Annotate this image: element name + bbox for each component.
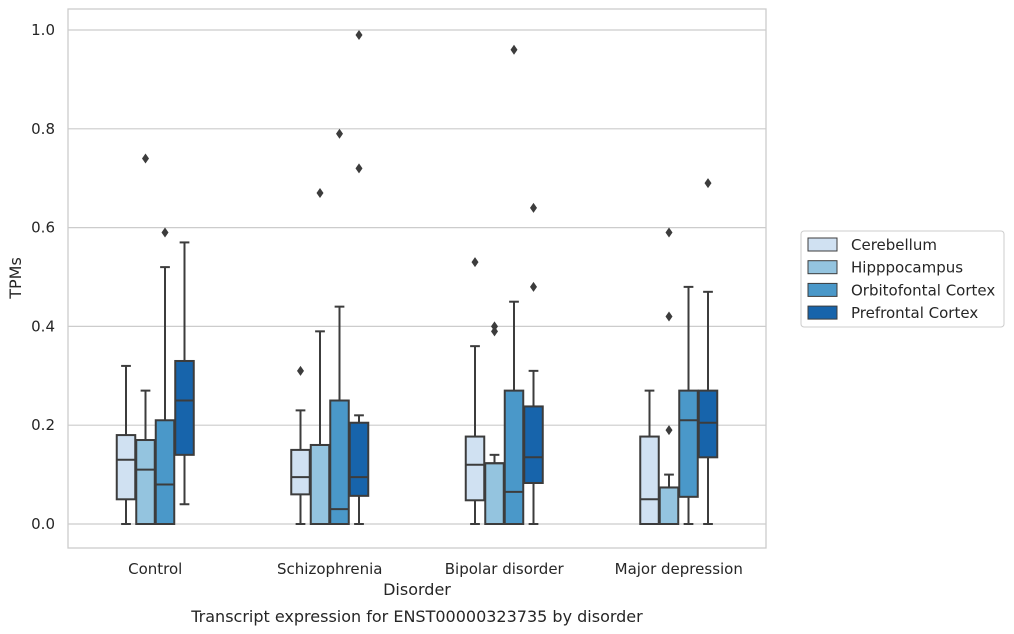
box-prefrontal-cortex bbox=[174, 241, 195, 506]
legend-swatch bbox=[807, 260, 838, 275]
outlier-point bbox=[355, 163, 363, 174]
legend-label: Prefrontal Cortex bbox=[851, 304, 978, 322]
outlier-point bbox=[530, 202, 537, 213]
y-axis-label: TPMs bbox=[6, 257, 25, 300]
box-body bbox=[678, 389, 699, 498]
y-tick-label: 0.6 bbox=[31, 219, 55, 237]
box-body bbox=[329, 399, 350, 525]
outlier-point bbox=[665, 425, 673, 436]
plot-frame bbox=[67, 8, 767, 549]
outlier-point bbox=[530, 281, 537, 292]
box-hipppocampus bbox=[658, 227, 680, 525]
box-cerebellum bbox=[639, 389, 660, 526]
legend-swatch bbox=[807, 282, 838, 297]
figure-caption: Transcript expression for ENST0000032373… bbox=[190, 607, 643, 626]
legend-swatch bbox=[807, 305, 838, 320]
x-tick-label: Bipolar disorder bbox=[445, 560, 565, 578]
y-tick-label: 1.0 bbox=[31, 21, 55, 39]
box-cerebellum bbox=[290, 365, 311, 525]
outlier-point bbox=[471, 257, 479, 268]
outlier-point bbox=[665, 227, 673, 238]
box-body bbox=[174, 359, 195, 456]
box-body bbox=[503, 389, 525, 525]
y-tick-label: 0.4 bbox=[31, 317, 55, 335]
y-tick-label: 0.2 bbox=[31, 416, 55, 434]
legend-swatch bbox=[807, 237, 838, 252]
y-tick-labels: 0.0 0.2 0.4 0.6 0.8 1.0 bbox=[31, 21, 55, 533]
box-orbitofontal-cortex bbox=[329, 128, 350, 525]
box-body bbox=[523, 405, 544, 484]
x-tick-label: Major depression bbox=[615, 560, 743, 578]
box-body bbox=[464, 435, 486, 502]
outlier-point bbox=[355, 29, 363, 40]
box-body bbox=[697, 389, 719, 459]
legend-frame bbox=[800, 230, 1005, 328]
box-hipppocampus bbox=[484, 321, 505, 526]
legend-label: Cerebellum bbox=[851, 236, 937, 254]
box-body bbox=[658, 486, 680, 525]
box-cerebellum bbox=[115, 364, 137, 525]
legend-label: Orbitofontal Cortex bbox=[851, 281, 995, 299]
box-orbitofontal-cortex bbox=[154, 227, 176, 526]
box-body bbox=[115, 434, 137, 501]
box-hipppocampus bbox=[309, 188, 331, 525]
box-orbitofontal-cortex bbox=[678, 285, 699, 525]
box-body bbox=[290, 448, 311, 496]
box-body bbox=[309, 443, 331, 525]
outlier-point bbox=[491, 321, 498, 332]
legend-label: Hipppocampus bbox=[851, 259, 963, 277]
outlier-point bbox=[704, 178, 712, 189]
box-body bbox=[135, 439, 156, 525]
box-body bbox=[348, 421, 370, 497]
legend: Cerebellum Hipppocampus Orbitofontal Corte… bbox=[800, 230, 1005, 328]
box-hipppocampus bbox=[135, 153, 156, 525]
box-cerebellum bbox=[464, 257, 486, 525]
outlier-point bbox=[336, 128, 343, 139]
box-body bbox=[154, 419, 176, 526]
box-body bbox=[484, 462, 505, 526]
y-tick-label: 0.0 bbox=[31, 515, 55, 533]
x-axis-label: Disorder bbox=[383, 580, 451, 599]
x-tick-label: Schizophrenia bbox=[277, 560, 382, 578]
y-tick-label: 0.8 bbox=[31, 120, 55, 138]
box-prefrontal-cortex bbox=[523, 202, 544, 525]
box-body bbox=[639, 435, 660, 526]
box-series bbox=[115, 29, 719, 526]
outlier-point bbox=[316, 188, 324, 199]
outlier-point bbox=[161, 227, 169, 238]
box-prefrontal-cortex bbox=[697, 178, 719, 525]
outlier-point bbox=[142, 153, 149, 164]
x-tick-labels: Control Schizophrenia Bipolar disorder Majo… bbox=[128, 560, 743, 578]
outlier-point bbox=[665, 311, 673, 322]
outlier-point bbox=[510, 44, 518, 55]
outlier-point bbox=[297, 365, 304, 376]
box-orbitofontal-cortex bbox=[503, 44, 525, 525]
box-prefrontal-cortex bbox=[348, 29, 370, 525]
x-tick-label: Control bbox=[128, 560, 182, 578]
